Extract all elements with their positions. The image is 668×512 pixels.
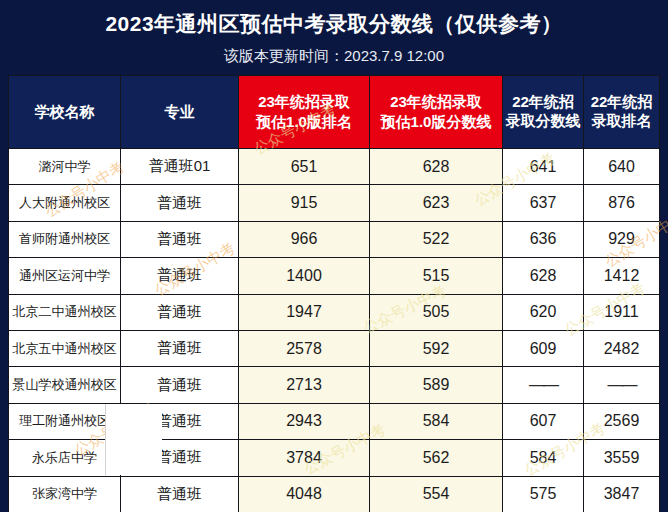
col-header-major: 专业: [121, 76, 239, 149]
major-cell: 普通班: [121, 331, 239, 367]
score23-cell: 589: [370, 367, 503, 403]
col-header-score23-line1: 23年统招录取: [390, 92, 482, 112]
major-cell: 普通班: [121, 185, 239, 221]
school-cell: 景山学校通州校区: [9, 367, 121, 403]
score22-cell: 575: [503, 477, 584, 512]
score23-cell: 554: [370, 477, 503, 512]
rank22-cell: 929: [584, 222, 660, 258]
score23-cell: 515: [370, 258, 503, 294]
score23-cell: 562: [370, 440, 503, 476]
col-header-rank23: 23年统招录取 预估1.0版排名: [239, 76, 370, 149]
major-cell: 普通班: [121, 222, 239, 258]
rank22-cell: 2482: [584, 331, 660, 367]
white-patch-overlay: [105, 404, 162, 475]
rank22-cell: 1911: [584, 295, 660, 331]
rank23-cell: 966: [239, 222, 370, 258]
update-time-label: 该版本更新时间：2023.7.9 12:00: [0, 47, 668, 66]
rank22-cell: 1412: [584, 258, 660, 294]
major-cell: 普通班: [121, 295, 239, 331]
col-header-school: 学校名称: [9, 76, 121, 149]
major-cell: 普通班: [121, 258, 239, 294]
rank23-cell: 4048: [239, 477, 370, 512]
score23-cell: 592: [370, 331, 503, 367]
score22-cell: 607: [503, 404, 584, 440]
major-cell: 普通班01: [121, 149, 239, 185]
score23-cell: 623: [370, 185, 503, 221]
rank23-cell: 915: [239, 185, 370, 221]
page-title: 2023年通州区预估中考录取分数线（仅供参考）: [0, 10, 668, 38]
rank23-cell: 3784: [239, 440, 370, 476]
school-cell: 张家湾中学: [9, 477, 121, 512]
rank22-cell: 640: [584, 149, 660, 185]
major-cell: 普通班: [121, 367, 239, 403]
rank22-cell: 2569: [584, 404, 660, 440]
score22-cell: 584: [503, 440, 584, 476]
rank23-cell: 1947: [239, 295, 370, 331]
rank23-cell: 651: [239, 149, 370, 185]
rank23-cell: 2578: [239, 331, 370, 367]
score23-cell: 584: [370, 404, 503, 440]
score23-cell: 522: [370, 222, 503, 258]
col-header-score23: 23年统招录取 预估1.0版分数线: [370, 76, 503, 149]
col-header-score22: 22年统招录取分数线: [503, 76, 584, 149]
col-header-rank23-line2: 预估1.0版排名: [256, 112, 352, 132]
col-header-score23-line2: 预估1.0版分数线: [381, 112, 492, 132]
rank22-cell: 876: [584, 185, 660, 221]
rank23-cell: 2713: [239, 367, 370, 403]
score23-cell: 628: [370, 149, 503, 185]
score23-cell: 505: [370, 295, 503, 331]
school-cell: 北京二中通州校区: [9, 295, 121, 331]
col-header-rank23-line1: 23年统招录取: [258, 92, 350, 112]
school-cell: 人大附通州校区: [9, 185, 121, 221]
school-cell: 潞河中学: [9, 149, 121, 185]
school-cell: 首师附通州校区: [9, 222, 121, 258]
rank22-cell: 3847: [584, 477, 660, 512]
col-header-rank22: 22年统招录取排名: [584, 76, 660, 149]
rank23-cell: 2943: [239, 404, 370, 440]
score22-cell: 641: [503, 149, 584, 185]
school-cell: 北京五中通州校区: [9, 331, 121, 367]
score22-cell: 636: [503, 222, 584, 258]
score22-cell: 620: [503, 295, 584, 331]
major-cell: 普通班: [121, 477, 239, 512]
score22-cell: 628: [503, 258, 584, 294]
rank23-cell: 1400: [239, 258, 370, 294]
score22-cell: 637: [503, 185, 584, 221]
score22-cell: ——: [503, 367, 584, 403]
school-cell: 通州区运河中学: [9, 258, 121, 294]
score22-cell: 609: [503, 331, 584, 367]
rank22-cell: 3559: [584, 440, 660, 476]
rank22-cell: ——: [584, 367, 660, 403]
